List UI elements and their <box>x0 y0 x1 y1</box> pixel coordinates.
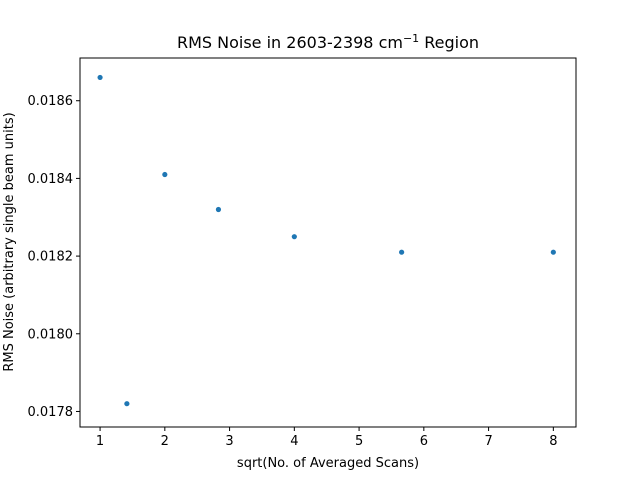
x-axis-label: sqrt(No. of Averaged Scans) <box>237 456 419 471</box>
y-tick-label: 0.0184 <box>28 172 74 187</box>
data-point <box>162 171 168 178</box>
x-tick-label: 5 <box>355 434 363 449</box>
chart-title-suffix: Region <box>419 33 479 52</box>
x-tick-label: 1 <box>96 434 104 449</box>
plot-area: 1 2 3 4 5 6 7 8 0.0178 0.0180 0.0182 0.0184 0.0186 <box>28 74 557 449</box>
data-point <box>124 401 130 407</box>
data-point <box>550 249 556 255</box>
x-tick-label: 6 <box>420 434 428 449</box>
data-point <box>291 234 297 240</box>
x-tick-label: 4 <box>290 434 298 449</box>
chart-title-superscript: −1 <box>403 32 419 45</box>
y-tick-label: 0.0186 <box>28 94 74 109</box>
axes-frame <box>79 57 577 428</box>
y-tick-label: 0.0182 <box>28 250 74 265</box>
y-tick-label: 0.0180 <box>28 327 74 342</box>
data-point <box>97 74 103 81</box>
chart-title: RMS Noise in 2603-2398 cm−1 Region <box>177 32 479 52</box>
data-point <box>215 206 222 213</box>
y-axis-label: RMS Noise (arbitrary single beam units) <box>2 112 17 371</box>
x-tick-label: 2 <box>161 434 169 449</box>
x-tick-label: 7 <box>484 434 492 449</box>
data-point <box>399 249 405 255</box>
x-tick-label: 3 <box>225 434 233 449</box>
chart-title-main: RMS Noise in 2603-2398 cm <box>177 33 403 52</box>
y-tick-label: 0.0178 <box>28 405 74 420</box>
x-tick-label: 8 <box>549 434 557 449</box>
